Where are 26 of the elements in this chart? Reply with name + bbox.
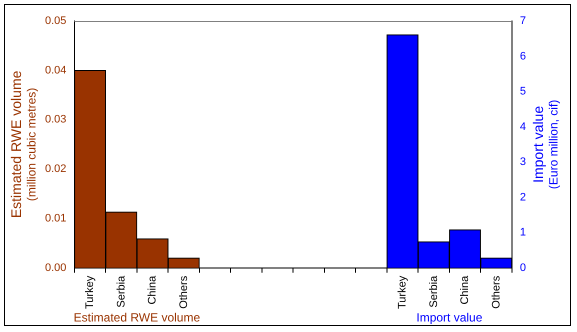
y-tick-label: 0.03	[44, 114, 66, 126]
text: Import value	[416, 310, 483, 324]
y2-tick-label: 5	[520, 86, 526, 98]
y2-tick-label: 0	[520, 262, 526, 274]
x-tick-label: Serbia	[115, 274, 128, 308]
y2-tick-label: 3	[520, 156, 526, 168]
x-tick-label: Turkey	[84, 275, 96, 310]
y-tick-label: 0.01	[44, 212, 66, 224]
y-axis-title: Estimated RWE volume (million cubic metres)	[8, 70, 38, 218]
x-tick-label: Others	[178, 275, 190, 309]
y-tick-label: 0.00	[44, 262, 66, 274]
y2-tick-label: 4	[520, 120, 526, 133]
y-tick-label: 0.02	[44, 163, 66, 176]
y2-axis-title: Import value (Euro million, cif)	[530, 100, 560, 190]
x-tick-label: China	[459, 274, 472, 305]
x-tick-label: Turkey	[396, 275, 409, 310]
y2-tick-label: 6	[520, 50, 526, 62]
text: Estimated RWE volume	[74, 310, 200, 324]
x-tick-label: China	[146, 274, 159, 305]
y-tick-label: 0.05	[44, 15, 66, 28]
y-tick-label: 0.04	[44, 64, 66, 76]
y2-tick-label: 2	[520, 191, 526, 204]
x-tick-label: Others	[490, 275, 502, 309]
x-tick-label: Serbia	[428, 274, 440, 308]
y2-tick-label: 1	[520, 226, 526, 239]
y2-tick-label: 7	[520, 15, 526, 28]
